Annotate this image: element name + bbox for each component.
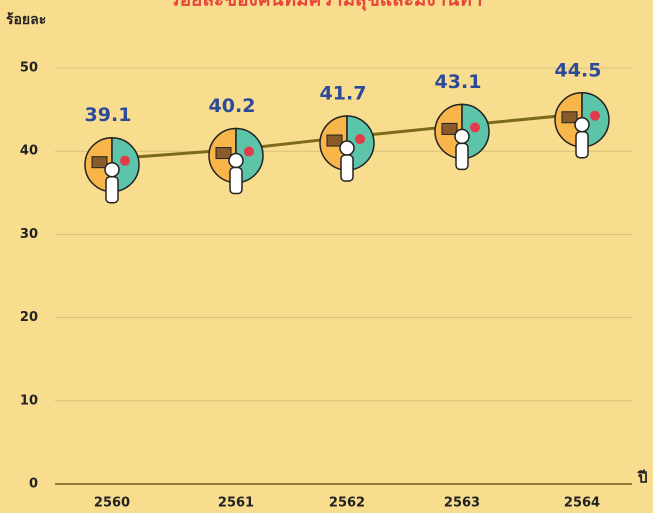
icon-head — [454, 128, 470, 145]
x-axis-label: ปี — [637, 469, 647, 487]
x-tick-label: 2561 — [218, 496, 254, 511]
icon-body — [105, 175, 119, 204]
icon-heart — [590, 110, 600, 121]
value-label: 44.5 — [555, 59, 602, 81]
point-icon — [84, 136, 140, 204]
y-tick-label: 30 — [20, 227, 38, 242]
value-label: 43.1 — [435, 71, 482, 93]
y-tick-label: 40 — [20, 144, 38, 159]
y-axis-label: ร้อยละ — [6, 12, 46, 28]
icon-body — [229, 166, 243, 195]
icon-bag — [326, 134, 343, 147]
icon-head — [339, 140, 355, 156]
y-tick-label: 20 — [20, 310, 38, 325]
point-icon — [554, 92, 610, 159]
icon-heart — [470, 122, 480, 133]
icon-head — [228, 152, 244, 169]
icon-heart — [244, 146, 254, 157]
point-icon — [434, 103, 490, 171]
value-label: 39.1 — [85, 104, 132, 126]
y-tick-label: 50 — [20, 61, 38, 76]
x-tick-label: 2563 — [444, 496, 480, 511]
point-icon — [208, 127, 264, 195]
icon-bag — [215, 147, 232, 160]
icon-body — [455, 142, 469, 171]
y-tick-label: 0 — [29, 477, 38, 492]
icon-heart — [120, 155, 130, 166]
icon-body — [340, 154, 354, 182]
icon-bag — [441, 122, 458, 135]
icon-bag — [91, 156, 108, 169]
y-tick-label: 10 — [20, 393, 38, 408]
x-tick-label: 2562 — [329, 496, 365, 511]
icon-bag — [561, 111, 578, 124]
icon-body — [575, 131, 589, 159]
icon-heart — [355, 134, 365, 145]
chart-title: ร้อยละของคนที่มีความสุขและมีงานทำ — [170, 0, 483, 12]
icon-head — [104, 161, 120, 178]
value-label: 41.7 — [320, 83, 367, 105]
x-tick-label: 2560 — [94, 496, 130, 511]
icon-head — [574, 117, 590, 133]
value-label: 40.2 — [209, 95, 256, 117]
x-tick-label: 2564 — [564, 496, 600, 511]
point-icon — [319, 115, 375, 182]
